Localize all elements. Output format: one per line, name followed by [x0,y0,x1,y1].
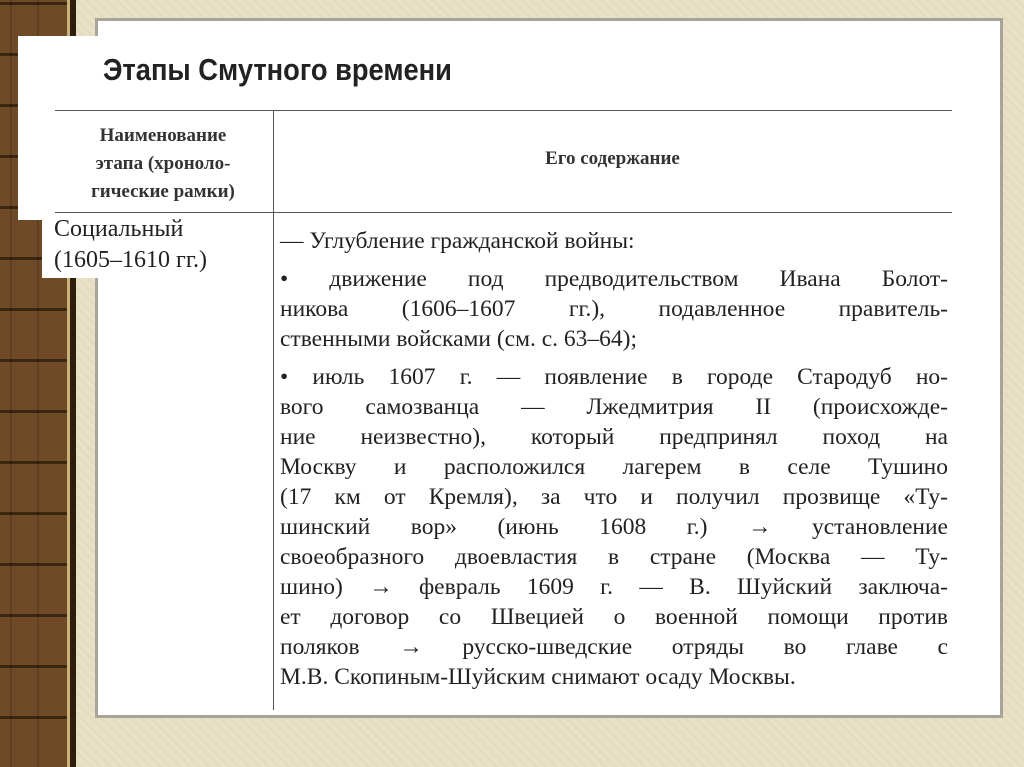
table-rule [55,212,952,213]
text-line: М.В. Скопиным-Шуйским снимают осаду Моск… [280,664,796,690]
stage-line: (1605–1610 гг.) [54,247,207,273]
header-line: Наименование [99,125,227,146]
paragraph: — Углубление гражданской войны: [280,226,948,256]
stage-line: Социальный [54,216,184,242]
text-line: своеобразного двоевластия в стране (Моск… [280,544,948,570]
text-line: Москву и расположился лагерем в селе Туш… [280,454,948,480]
table-divider [273,110,274,710]
header-line: гические рамки) [91,181,235,202]
text-line: — Углубление гражданской войны: [280,228,635,254]
header-cell: Наименование этапа (хроноло-гические рамк… [58,122,268,206]
table-rule [55,110,952,111]
text-line: • июль 1607 г. — появление в городе Стар… [280,364,948,390]
text-line: ственными войсками (см. с. 63–64); [280,326,638,352]
text-line: никова (1606–1607 гг.), подавленное прав… [280,296,948,322]
paragraph: • июль 1607 г. — появление в городе Стар… [280,362,948,692]
text-line: ет договор со Швецией о военной помощи п… [280,604,948,630]
text-line: поляков → русско-шведские отряды во глав… [280,634,948,660]
text-line: • движение под предводительством Ивана Б… [280,266,948,292]
text-line: ние неизвестно), который предпринял похо… [280,424,948,450]
text-line: вого самозванца — Лжедмитрия II (происхо… [280,394,948,420]
header-line: этапа (хроноло- [95,153,231,174]
text-line: шинский вор» (июнь 1608 г.) → установлен… [280,514,948,540]
content-cell: — Углубление гражданской войны: • движени… [280,226,948,700]
title: Этапы Смутного времени [103,52,452,87]
paragraph: • движение под предводительством Ивана Б… [280,264,948,354]
text-line: шино) → февраль 1609 г. — В. Шуйский зак… [280,574,948,600]
stage-cell: Социальный (1605–1610 гг.) [42,214,272,278]
header-line: Его содержание [545,148,680,169]
title-box [18,36,1000,220]
text-line: (17 км от Кремля), за что и получил проз… [280,484,948,510]
header-cell: Его содержание [275,148,950,170]
